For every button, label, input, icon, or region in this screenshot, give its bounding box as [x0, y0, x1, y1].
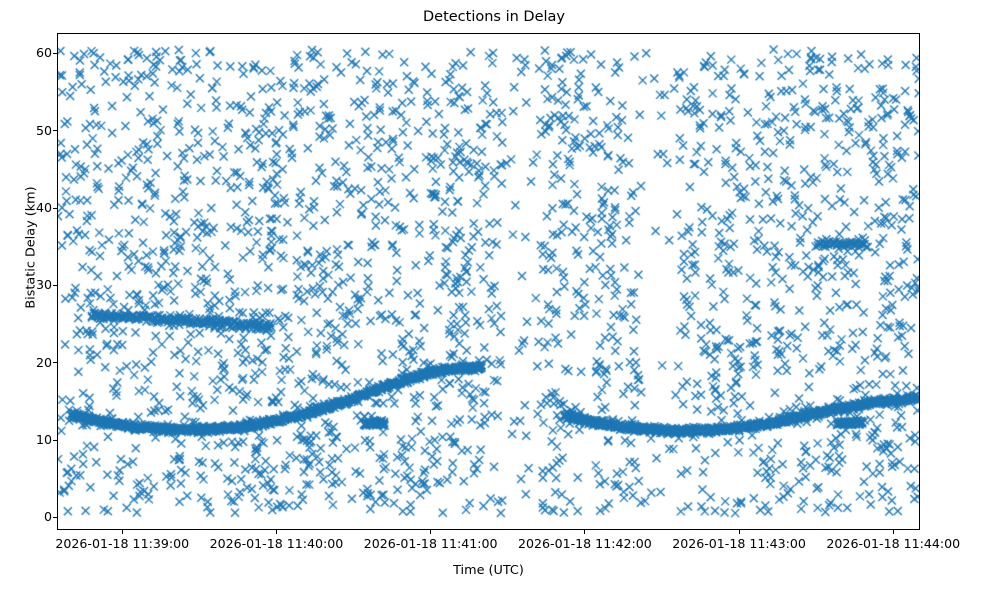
- y-tick-label: 60: [35, 45, 52, 61]
- y-tick-mark: [53, 52, 57, 54]
- x-tick-mark: [275, 530, 278, 534]
- x-tick-mark: [738, 530, 740, 534]
- y-axis-label: Bistatic Delay (km): [23, 186, 39, 309]
- page-title: Detections in Delay: [422, 9, 565, 25]
- x-tick-label: 2026-01-18 11:42:00: [517, 536, 652, 551]
- y-tick-mark: [53, 284, 57, 286]
- x-tick-mark: [892, 530, 894, 534]
- x-tick-label: 2026-01-18 11:44:00: [826, 536, 961, 551]
- y-tick-label: 50: [35, 122, 52, 138]
- y-tick-mark: [53, 362, 57, 364]
- y-tick-label: 20: [35, 354, 52, 370]
- y-tick-mark: [53, 130, 57, 132]
- x-tick-mark: [430, 530, 432, 534]
- y-tick-mark: [53, 207, 57, 209]
- plot-area: [57, 33, 920, 530]
- y-tick-mark: [53, 439, 57, 441]
- y-tick-label: 10: [35, 432, 52, 448]
- x-tick-label: 2026-01-18 11:39:00: [55, 536, 190, 551]
- x-tick-label: 2026-01-18 11:43:00: [672, 536, 806, 551]
- x-tick-mark: [121, 530, 123, 534]
- y-tick-label: 0: [43, 509, 52, 525]
- scatter-plot-canvas: [58, 34, 919, 529]
- x-tick-label: 2026-01-18 11:40:00: [209, 536, 344, 551]
- y-tick-label: 30: [35, 277, 52, 293]
- x-tick-mark: [584, 530, 586, 534]
- y-tick-mark: [53, 516, 57, 518]
- y-tick-label: 40: [35, 200, 52, 216]
- x-tick-label: 2026-01-18 11:41:00: [363, 536, 498, 551]
- x-axis-label: Time (UTC): [453, 563, 524, 578]
